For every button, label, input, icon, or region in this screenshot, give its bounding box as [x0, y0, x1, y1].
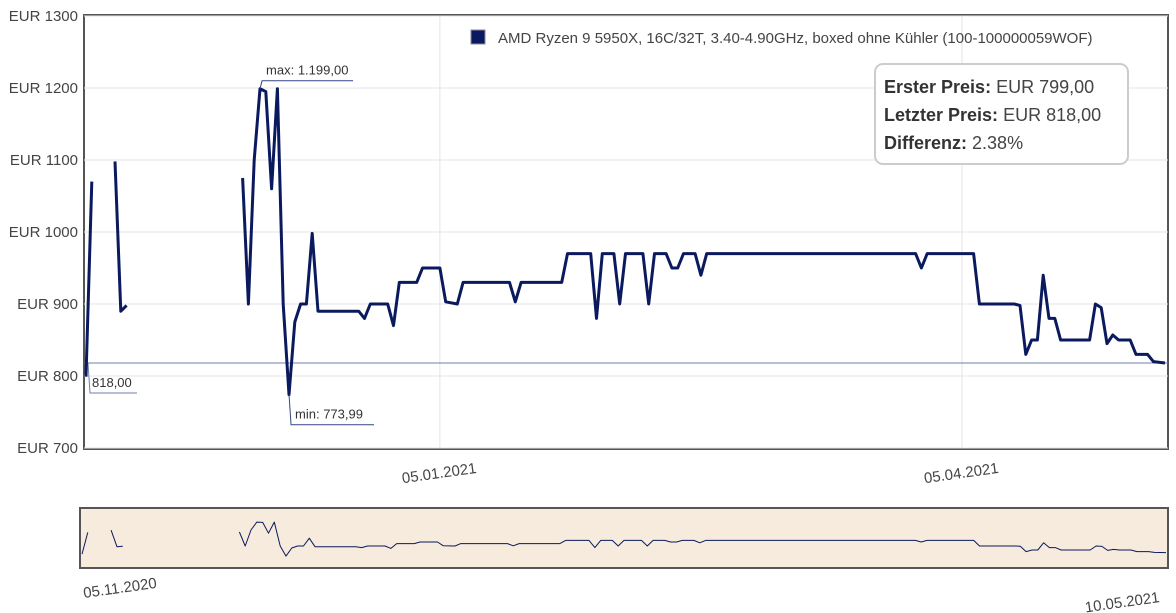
- x-tick-label: 05.01.2021: [401, 460, 478, 487]
- reference-label: 818,00: [92, 375, 132, 390]
- summary-frame: [874, 63, 1129, 165]
- summary-label: Letzter Preis:: [884, 105, 998, 125]
- summary-row: Erster Preis: EUR 799,00: [884, 77, 1094, 97]
- price-line: [84, 87, 1166, 397]
- summary-row: Letzter Preis: EUR 818,00: [884, 105, 1101, 125]
- annotation-label: max: 1.199,00: [266, 63, 348, 78]
- y-tick-label: EUR 900: [17, 296, 78, 313]
- callout-line: [288, 394, 375, 426]
- legend-label: AMD Ryzen 9 5950X, 16C/32T, 3.40-4.90GHz…: [498, 30, 1093, 47]
- y-tick-label: EUR 1200: [9, 80, 78, 97]
- summary-label: Differenz:: [884, 133, 967, 153]
- y-tick-label: EUR 800: [17, 368, 78, 385]
- navigator-line: [81, 521, 1167, 557]
- callout-line: [87, 363, 137, 394]
- y-tick-label: EUR 1100: [10, 152, 78, 169]
- summary-box: Erster Preis: EUR 799,00 Letzter Preis: …: [874, 63, 1129, 165]
- y-tick-label: EUR 700: [17, 440, 78, 457]
- callout-line: [259, 80, 354, 89]
- navigator-date: 05.11.2020: [82, 575, 158, 602]
- summary-value: 2.38%: [972, 133, 1023, 153]
- summary-value: EUR 818,00: [1003, 105, 1101, 125]
- legend[interactable]: AMD Ryzen 9 5950X, 16C/32T, 3.40-4.90GHz…: [470, 29, 1093, 47]
- navigator-frame: [79, 507, 1169, 569]
- y-tick-label: EUR 1000: [9, 224, 78, 241]
- annotation-label: min: 773,99: [295, 407, 363, 422]
- summary-label: Erster Preis:: [884, 77, 991, 97]
- y-tick-label: EUR 1300: [9, 8, 78, 25]
- x-tick-label: 05.04.2021: [923, 460, 1000, 487]
- summary-value: EUR 799,00: [996, 77, 1094, 97]
- summary-row: Differenz: 2.38%: [884, 133, 1023, 153]
- navigator-date: 10.05.2021: [1084, 589, 1161, 613]
- legend-swatch: [470, 29, 486, 45]
